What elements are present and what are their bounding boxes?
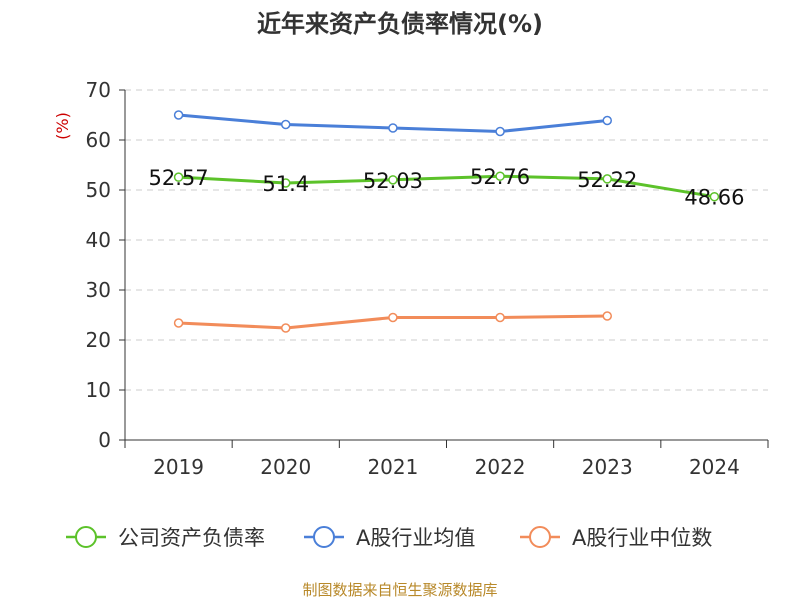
data-point <box>495 171 505 181</box>
legend-marker <box>529 526 551 548</box>
data-point <box>602 311 612 321</box>
data-label: 52.22 <box>577 168 637 192</box>
legend-marker <box>75 526 97 548</box>
y-tick-label: 70 <box>86 78 111 102</box>
y-axis-label: (%) <box>53 112 72 140</box>
data-point <box>281 119 291 130</box>
data-point <box>173 110 184 120</box>
legend-item-1: A股行业均值 <box>304 526 475 550</box>
x-tick-label: 2019 <box>153 455 204 479</box>
chart-title: 近年来资产负债率情况(%) <box>257 10 543 38</box>
data-label: 52.03 <box>363 169 423 193</box>
data-label: 52.76 <box>470 165 530 189</box>
data-label: 51.4 <box>262 172 309 196</box>
series-2 <box>173 311 612 333</box>
legend-marker <box>313 526 335 548</box>
data-point <box>709 191 720 202</box>
data-label: 48.66 <box>684 186 744 210</box>
x-tick-label: 2024 <box>689 455 740 479</box>
data-point <box>173 172 184 182</box>
axes: 0 10 20 30 40 50 60 70 2019 2020 2021 2022 2023 2024 <box>86 78 769 479</box>
series-1 <box>173 110 612 137</box>
footer-source: 制图数据来自恒生聚源数据库 <box>302 581 497 599</box>
x-tick-label: 2021 <box>367 455 418 479</box>
y-tick-label: 40 <box>86 228 111 252</box>
grid-lines <box>125 89 768 391</box>
legend-label: A股行业中位数 <box>572 526 712 550</box>
data-point <box>388 312 398 323</box>
series-group: 52.57 51.4 52.03 52.76 52.22 48.66 <box>149 110 745 333</box>
y-tick-label: 0 <box>98 428 111 452</box>
data-point <box>602 174 612 184</box>
x-tick-label: 2020 <box>260 455 311 479</box>
data-label: 52.57 <box>149 166 209 190</box>
y-tick-label: 60 <box>86 128 111 152</box>
data-point <box>388 123 398 133</box>
data-point <box>281 323 291 333</box>
data-point <box>495 312 505 323</box>
data-point <box>173 318 184 328</box>
x-tick-label: 2023 <box>582 455 633 479</box>
legend-item-0: 公司资产负债率 <box>66 526 265 550</box>
legend-label: 公司资产负债率 <box>118 526 265 550</box>
y-tick-label: 50 <box>86 178 111 202</box>
data-point <box>495 126 505 137</box>
series-0: 52.57 51.4 52.03 52.76 52.22 48.66 <box>149 165 745 210</box>
data-point <box>602 115 612 126</box>
data-point <box>281 178 291 188</box>
legend: 公司资产负债率 A股行业均值 A股行业中位数 <box>66 526 712 550</box>
y-tick-label: 30 <box>86 278 111 302</box>
series-line <box>178 174 715 199</box>
legend-item-2: A股行业中位数 <box>520 526 712 550</box>
legend-label: A股行业均值 <box>356 526 475 550</box>
data-point <box>388 175 398 185</box>
y-tick-label: 10 <box>86 378 111 402</box>
x-tick-label: 2022 <box>475 455 526 479</box>
y-tick-label: 20 <box>86 328 111 352</box>
